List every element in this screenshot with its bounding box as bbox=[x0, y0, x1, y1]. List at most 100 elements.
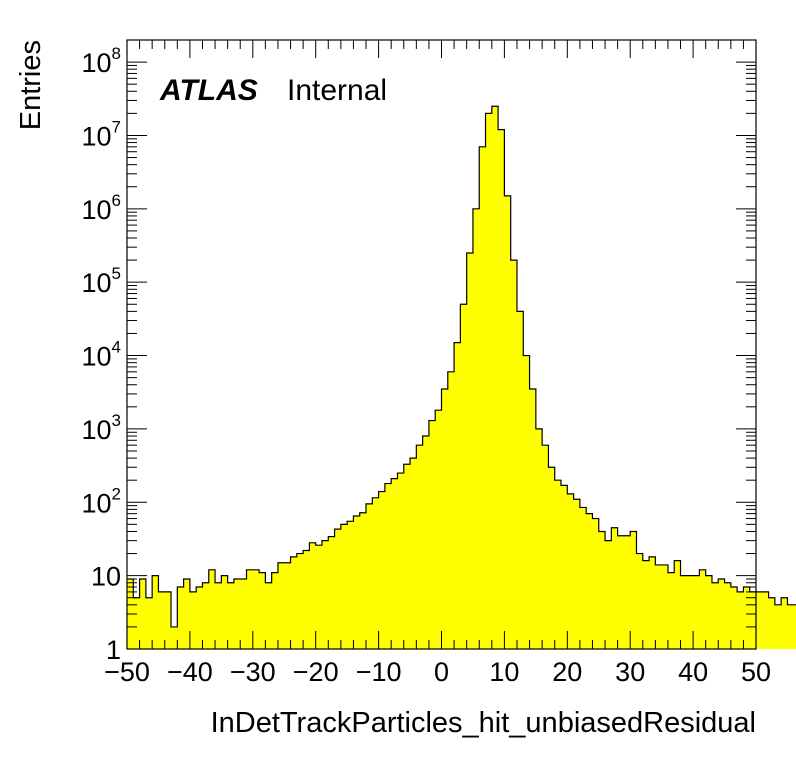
x-tick-label: 20 bbox=[552, 657, 582, 687]
histogram-bin bbox=[686, 575, 694, 649]
histogram-bin bbox=[259, 572, 266, 649]
x-tick-label: −50 bbox=[104, 657, 150, 687]
histogram-bin bbox=[189, 591, 197, 649]
x-tick-label: −40 bbox=[167, 657, 213, 687]
histogram-bin bbox=[510, 260, 518, 649]
histogram-bin bbox=[605, 540, 612, 649]
histogram-bin bbox=[145, 597, 153, 649]
histogram-bin bbox=[246, 569, 254, 649]
histogram-bin bbox=[215, 582, 222, 649]
histogram-bin bbox=[410, 458, 417, 649]
histogram-bin bbox=[535, 428, 543, 649]
histogram-bin bbox=[655, 564, 662, 649]
histogram-bin bbox=[787, 604, 795, 649]
histogram-bin bbox=[667, 572, 675, 649]
histogram-bin bbox=[353, 515, 361, 649]
histogram-bin bbox=[781, 597, 788, 649]
x-tick-labels: −50 −40 −30 −20 −10 0 10 20 30 40 50 bbox=[104, 657, 771, 687]
histogram-bin bbox=[617, 535, 625, 649]
histogram-bin bbox=[661, 564, 669, 649]
x-tick-label: 30 bbox=[615, 657, 645, 687]
y-tick-label: 106 bbox=[81, 191, 121, 225]
histogram-bin bbox=[359, 512, 367, 649]
histogram-bin bbox=[737, 591, 744, 649]
histogram-bin bbox=[598, 531, 606, 649]
histogram-bin bbox=[592, 518, 600, 649]
histogram-bin bbox=[573, 499, 581, 649]
histogram-bin bbox=[485, 113, 493, 650]
histogram-bin bbox=[774, 604, 782, 649]
histogram-bin bbox=[303, 550, 310, 649]
histogram-bin bbox=[416, 445, 423, 649]
histogram-bin bbox=[529, 388, 537, 649]
histogram-bin bbox=[403, 464, 411, 649]
y-tick-label: 1 bbox=[106, 635, 121, 665]
x-tick-label: −30 bbox=[230, 657, 276, 687]
histogram-bin bbox=[271, 572, 279, 649]
histogram-bin bbox=[630, 531, 637, 649]
histogram-bin bbox=[472, 208, 480, 649]
histogram-bin bbox=[642, 560, 650, 649]
histogram-bin bbox=[252, 569, 260, 649]
histogram-bin bbox=[265, 582, 272, 649]
histogram-bin bbox=[208, 569, 216, 649]
histogram-bin bbox=[328, 536, 335, 649]
histogram-bars bbox=[127, 105, 796, 650]
histogram-bin bbox=[636, 553, 644, 649]
histogram-bin bbox=[240, 578, 247, 649]
histogram-bin bbox=[183, 578, 191, 649]
histogram-bin bbox=[428, 420, 436, 649]
y-axis-title: Entries bbox=[15, 40, 47, 130]
histogram-bin bbox=[233, 578, 241, 649]
y-tick-labels: 1 10 102 103 104 105 106 107 108 bbox=[81, 44, 121, 665]
histogram-bin bbox=[579, 507, 587, 649]
histogram-bin bbox=[441, 388, 449, 649]
histogram-bin bbox=[378, 491, 386, 649]
histogram-bin bbox=[523, 355, 530, 649]
histogram-bin bbox=[454, 342, 461, 649]
histogram-bin bbox=[202, 582, 210, 649]
histogram-bin bbox=[749, 591, 757, 649]
histogram-bin bbox=[277, 562, 285, 649]
histogram-bin bbox=[586, 513, 593, 649]
x-tick-label: 40 bbox=[678, 657, 708, 687]
histogram-bin bbox=[347, 521, 354, 649]
x-tick-label: −10 bbox=[356, 657, 402, 687]
histogram-bin bbox=[674, 560, 681, 649]
histogram-bin bbox=[309, 542, 316, 649]
histogram-bin bbox=[504, 195, 511, 649]
histogram-bin bbox=[164, 591, 172, 649]
y-tick-label: 107 bbox=[81, 117, 121, 151]
histogram-bin bbox=[422, 436, 430, 649]
y-tick-label: 102 bbox=[81, 484, 121, 518]
histogram-bin bbox=[284, 562, 291, 649]
histogram-bin bbox=[762, 591, 769, 649]
atlas-label: ATLAS bbox=[159, 74, 258, 107]
histogram-bin bbox=[718, 578, 725, 649]
histogram-bin bbox=[227, 582, 235, 649]
histogram-bin bbox=[366, 503, 373, 649]
histogram-bin bbox=[542, 445, 549, 649]
histogram-bin bbox=[435, 410, 442, 649]
histogram-bin bbox=[466, 252, 474, 649]
histogram-bin bbox=[221, 575, 228, 649]
histogram-bin bbox=[340, 524, 348, 649]
histogram-bin bbox=[567, 493, 574, 649]
y-tick-label: 108 bbox=[81, 44, 121, 78]
histogram-bin bbox=[321, 540, 329, 649]
histogram-bin bbox=[724, 582, 732, 649]
histogram-bin bbox=[711, 582, 719, 649]
histogram-bin bbox=[334, 529, 342, 649]
histogram-bin bbox=[516, 311, 524, 649]
y-tick-label: 105 bbox=[81, 264, 121, 298]
y-tick-label: 103 bbox=[81, 411, 121, 445]
histogram-bin bbox=[372, 497, 379, 649]
histogram-bin bbox=[171, 626, 178, 649]
x-tick-label: −20 bbox=[293, 657, 339, 687]
histogram-bin bbox=[768, 597, 776, 649]
histogram-bin bbox=[384, 483, 392, 649]
internal-label: Internal bbox=[287, 74, 387, 107]
histogram-bin bbox=[623, 535, 631, 649]
histogram-bin bbox=[693, 575, 700, 649]
